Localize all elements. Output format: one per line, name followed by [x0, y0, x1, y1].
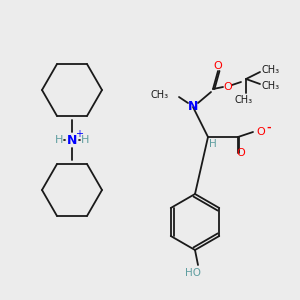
- Text: H: H: [209, 139, 217, 149]
- Text: O: O: [256, 127, 266, 137]
- Text: O: O: [224, 82, 232, 92]
- Text: H: H: [81, 135, 89, 145]
- Text: N: N: [67, 134, 77, 146]
- Text: O: O: [237, 148, 245, 158]
- Text: +: +: [75, 129, 83, 139]
- Text: CH₃: CH₃: [235, 95, 253, 105]
- Text: -: -: [267, 123, 271, 133]
- Text: N: N: [188, 100, 198, 113]
- Text: CH₃: CH₃: [262, 65, 280, 75]
- Text: CH₃: CH₃: [262, 81, 280, 91]
- Text: O: O: [214, 61, 222, 71]
- Text: CH₃: CH₃: [151, 90, 169, 100]
- Bar: [157, 179, 233, 265]
- Text: H: H: [55, 135, 63, 145]
- Text: HO: HO: [185, 268, 201, 278]
